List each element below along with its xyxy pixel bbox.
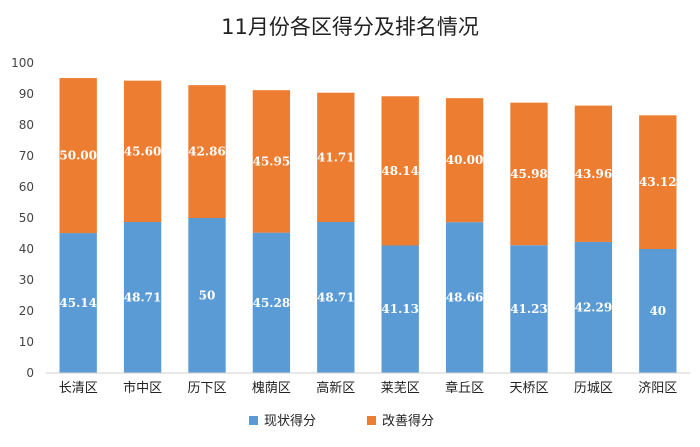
category-label: 高新区 [316, 380, 355, 396]
legend-swatch [367, 416, 376, 425]
data-label: 45.14 [59, 296, 97, 310]
data-label: 45.28 [253, 296, 291, 310]
category-label: 章丘区 [445, 380, 484, 396]
bar-segment-improve [59, 78, 97, 234]
y-tick-label: 40 [19, 242, 34, 256]
data-label: 43.12 [639, 175, 677, 189]
bar-segment-current [188, 218, 226, 373]
legend-label: 改善得分 [382, 413, 434, 429]
data-label: 40 [649, 304, 666, 318]
data-label: 50.00 [59, 149, 97, 163]
data-label: 43.96 [575, 167, 613, 181]
category-label: 历下区 [187, 381, 226, 396]
data-label: 45.95 [253, 154, 291, 168]
bar-segment-current [123, 221, 162, 373]
y-tick-label: 20 [19, 304, 34, 318]
bar-segment-current [574, 241, 613, 373]
y-axis: 0 10 20 30 40 50 60 70 80 90 100 [11, 56, 34, 380]
legend-label: 现状得分 [264, 413, 316, 429]
data-label: 48.71 [317, 290, 355, 304]
data-label: 48.14 [381, 164, 419, 178]
data-label: 41.71 [317, 150, 355, 164]
category-label: 历城区 [574, 381, 613, 396]
y-tick-label: 10 [19, 335, 34, 349]
x-axis: 长清区 市中区 历下区 槐荫区 高新区 莱芜区 章丘区 天桥区 历城区 济阳区 [46, 372, 690, 396]
data-label: 45.98 [510, 167, 548, 181]
bar-segment-improve [445, 98, 484, 223]
y-tick-label: 90 [19, 87, 34, 101]
category-label: 莱芜区 [381, 381, 420, 396]
data-label: 48.66 [446, 291, 484, 305]
bar-segment-improve [639, 115, 677, 249]
y-tick-label: 100 [11, 56, 34, 70]
category-label: 市中区 [123, 380, 162, 396]
y-tick-label: 70 [19, 149, 34, 163]
bar-segment-current [252, 232, 291, 373]
bar-segment-current [59, 233, 97, 373]
category-label: 天桥区 [509, 381, 548, 396]
y-tick-label: 80 [19, 118, 34, 132]
chart-title: 11月份各区得分及排名情况 [221, 15, 479, 39]
bar-segment-current [639, 249, 677, 373]
bar-segment-improve [510, 102, 548, 246]
bar-segment-current [445, 222, 484, 373]
bar-segment-improve [123, 80, 162, 222]
legend-swatch [249, 416, 258, 425]
bar-segment-improve [252, 90, 291, 233]
data-label: 42.86 [188, 145, 226, 159]
bar-segment-improve [381, 96, 419, 246]
category-label: 济阳区 [638, 381, 677, 396]
bar-segment-current [381, 245, 419, 373]
bar-segment-current [510, 245, 548, 373]
data-label: 45.60 [124, 144, 162, 158]
bar-segment-improve [574, 105, 613, 242]
bars-group: 45.14 50.00 48.71 45.60 50 42.86 45.28 45.95 48.… [59, 78, 677, 373]
data-label: 50 [199, 289, 216, 303]
legend: 现状得分 改善得分 [249, 413, 434, 429]
y-tick-label: 50 [19, 211, 34, 225]
data-label: 42.29 [575, 300, 613, 314]
data-label: 41.13 [381, 302, 419, 316]
data-label: 41.23 [510, 302, 548, 316]
bar-segment-improve [317, 92, 355, 222]
y-tick-label: 30 [19, 273, 34, 287]
bar-segment-improve [188, 85, 226, 218]
y-tick-label: 60 [19, 180, 34, 194]
data-label: 48.71 [124, 290, 162, 304]
y-tick-label: 0 [26, 366, 34, 380]
data-label: 40.00 [446, 153, 484, 167]
bar-segment-current [317, 221, 355, 373]
category-label: 长清区 [59, 381, 98, 396]
category-label: 槐荫区 [252, 380, 291, 396]
